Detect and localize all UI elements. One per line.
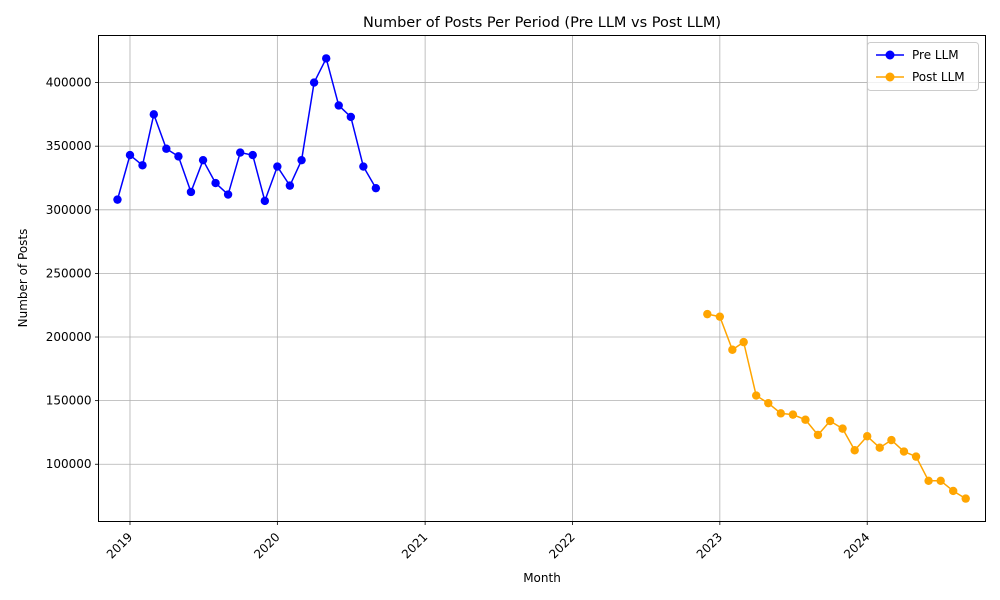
legend-label-pre-llm: Pre LLM: [912, 48, 959, 62]
legend: Pre LLM Post LLM: [867, 42, 979, 91]
data-point-post-llm: [887, 435, 896, 445]
data-point-post-llm: [875, 443, 884, 452]
data-point-post-llm: [936, 476, 945, 485]
data-point-pre-llm: [138, 161, 147, 170]
y-axis-label: Number of Posts: [16, 229, 30, 328]
data-point-pre-llm: [334, 101, 343, 110]
data-point-post-llm: [961, 494, 970, 503]
data-point-pre-llm: [359, 162, 368, 171]
data-point-pre-llm: [346, 112, 356, 122]
y-tick-label: 100000: [46, 457, 92, 471]
y-tick-label: 350000: [46, 139, 92, 153]
data-point-post-llm: [801, 415, 810, 424]
data-point-post-llm: [813, 430, 823, 440]
data-point-pre-llm: [297, 155, 306, 165]
data-point-pre-llm: [371, 183, 381, 193]
y-tick-label: 200000: [46, 330, 92, 344]
data-point-pre-llm: [273, 162, 282, 171]
data-point-pre-llm: [260, 196, 270, 206]
data-point-pre-llm: [149, 110, 159, 119]
data-point-post-llm: [751, 391, 761, 400]
data-point-pre-llm: [198, 155, 208, 165]
data-point-post-llm: [838, 424, 847, 433]
plot-frame: [98, 35, 986, 522]
series-layer: [113, 54, 970, 503]
legend-marker-post-llm: [885, 72, 895, 82]
chart-title: Number of Posts Per Period (Pre LLM vs P…: [363, 15, 721, 31]
data-point-pre-llm: [186, 187, 196, 197]
legend-marker-pre-llm: [885, 50, 895, 60]
data-point-post-llm: [899, 447, 909, 456]
data-point-post-llm: [825, 416, 835, 426]
data-point-post-llm: [728, 345, 737, 354]
data-point-post-llm: [911, 452, 921, 461]
data-point-pre-llm: [125, 150, 135, 160]
data-point-pre-llm: [309, 78, 319, 87]
data-point-pre-llm: [236, 148, 245, 157]
data-point-post-llm: [715, 312, 725, 321]
y-tick-label: 250000: [46, 266, 92, 280]
x-axis-label: Month: [523, 571, 561, 585]
data-point-post-llm: [776, 409, 786, 418]
series-line-pre-llm: [116, 57, 377, 202]
legend-label-post-llm: Post LLM: [912, 70, 965, 84]
series-line-post-llm: [707, 313, 967, 500]
data-point-pre-llm: [223, 190, 233, 199]
data-point-pre-llm: [248, 150, 257, 160]
data-point-pre-llm: [113, 195, 122, 204]
y-axis: 100000 150000 200000 250000 300000 350000 4000…: [46, 76, 99, 471]
data-point-post-llm: [863, 432, 872, 441]
series-post-llm: [703, 309, 970, 503]
data-point-pre-llm: [211, 178, 220, 188]
data-point-pre-llm: [322, 54, 331, 63]
data-point-pre-llm: [174, 152, 183, 161]
data-point-post-llm: [764, 398, 773, 408]
data-point-pre-llm: [162, 144, 171, 153]
grid-lines: [98, 35, 986, 522]
data-point-post-llm: [949, 486, 958, 496]
data-point-post-llm: [739, 337, 748, 347]
y-tick-label: 150000: [46, 394, 92, 408]
y-tick-label: 300000: [46, 203, 92, 217]
data-point-post-llm: [703, 309, 712, 319]
series-pre-llm: [113, 54, 381, 206]
data-point-post-llm: [850, 446, 859, 455]
data-point-post-llm: [924, 476, 933, 485]
data-point-pre-llm: [285, 181, 295, 190]
y-tick-label: 400000: [46, 76, 92, 90]
data-point-post-llm: [788, 410, 798, 419]
